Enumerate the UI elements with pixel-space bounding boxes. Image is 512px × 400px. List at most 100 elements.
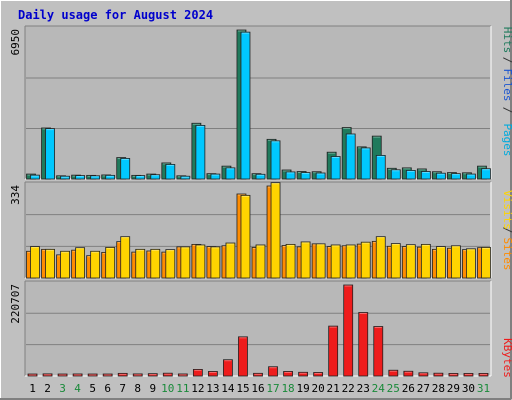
- y-max-label: 6950: [9, 29, 22, 56]
- bar-sites-day-22: [345, 244, 356, 279]
- bar-files-day-6: [105, 174, 116, 180]
- legend-kbytes-label: KBytes: [501, 338, 512, 378]
- day-label-19: 19: [296, 382, 309, 395]
- day-label-18: 18: [281, 382, 294, 395]
- bar-files-day-10: [165, 164, 176, 180]
- bar-files-day-29: [451, 173, 461, 180]
- bar-files-day-9: [150, 174, 161, 180]
- visits-sites-panel: 334: [9, 181, 492, 279]
- bar-files-day-13: [210, 173, 221, 180]
- day-label-21: 21: [327, 382, 340, 395]
- bar-sites-day-6: [105, 247, 116, 279]
- plot-area: [25, 26, 491, 179]
- y-max-label: 220707: [9, 284, 22, 324]
- bar-sites-day-8: [135, 248, 146, 279]
- bar-files-day-17: [270, 140, 281, 180]
- bar-files-day-8: [135, 175, 146, 180]
- legend-hits-files-pages: Pages / Files / Hits: [501, 27, 512, 157]
- bar-sites-day-3: [60, 250, 70, 279]
- day-label-25: 25: [387, 382, 400, 395]
- bar-files-day-11: [180, 175, 191, 180]
- bar-sites-day-26: [405, 244, 416, 279]
- bar-sites-day-20: [315, 243, 326, 279]
- bar-sites-day-2: [45, 248, 55, 279]
- bar-sites-day-4: [75, 247, 86, 279]
- legend-visits: Visits: [501, 190, 512, 230]
- bar-files-day-20: [315, 172, 326, 180]
- legend-sites: Sites: [501, 237, 512, 270]
- bar-files-day-3: [60, 175, 70, 180]
- legend-sep-2: /: [501, 57, 512, 64]
- legend-visits-sites: Sites / Visits: [501, 190, 512, 270]
- bar-kbytes-day-11: [177, 373, 188, 377]
- day-label-12: 12: [191, 382, 204, 395]
- bar-kbytes-day-7: [117, 372, 128, 377]
- bar-kbytes-day-24: [373, 326, 384, 377]
- day-label-5: 5: [89, 382, 96, 395]
- bar-sites-day-17: [270, 182, 281, 279]
- bar-sites-day-23: [360, 241, 371, 279]
- bar-kbytes-day-27: [418, 372, 429, 377]
- bar-sites-day-29: [451, 245, 461, 279]
- legend-sep-3: /: [501, 227, 512, 234]
- bar-files-day-14: [225, 167, 236, 180]
- bar-files-day-31: [481, 168, 491, 180]
- bar-sites-day-19: [300, 241, 311, 279]
- bar-files-day-23: [360, 147, 371, 180]
- bar-files-day-19: [300, 172, 311, 180]
- bar-sites-day-12: [195, 244, 206, 279]
- bar-sites-day-13: [210, 246, 221, 279]
- day-label-31: 31: [477, 382, 490, 395]
- bar-kbytes-day-13: [208, 371, 218, 377]
- bar-sites-day-28: [435, 246, 446, 279]
- day-label-14: 14: [221, 382, 235, 395]
- bar-kbytes-day-10: [162, 372, 173, 377]
- bar-sites-day-24: [375, 236, 386, 279]
- day-label-30: 30: [462, 382, 475, 395]
- bar-kbytes-day-3: [57, 373, 68, 377]
- day-label-3: 3: [59, 382, 66, 395]
- bar-files-day-7: [120, 158, 131, 180]
- bar-sites-day-15: [240, 194, 251, 279]
- bar-files-day-5: [90, 175, 101, 180]
- y-max-label: 334: [9, 185, 22, 205]
- bar-kbytes-day-15: [238, 336, 248, 377]
- day-label-17: 17: [266, 382, 279, 395]
- bar-kbytes-day-6: [102, 373, 113, 377]
- bar-sites-day-16: [255, 244, 266, 279]
- bar-files-day-28: [435, 172, 446, 180]
- bar-sites-day-5: [90, 250, 101, 279]
- bar-files-day-24: [375, 155, 386, 180]
- bar-kbytes-day-9: [147, 373, 158, 377]
- bar-kbytes-day-29: [448, 373, 459, 377]
- bar-kbytes-day-26: [403, 370, 414, 377]
- day-label-24: 24: [372, 382, 386, 395]
- bar-files-day-30: [466, 173, 476, 180]
- bar-kbytes-day-8: [132, 373, 143, 377]
- bar-files-day-12: [195, 125, 206, 180]
- bar-sites-day-21: [330, 244, 341, 279]
- bar-sites-day-27: [420, 243, 431, 279]
- day-label-6: 6: [104, 382, 111, 395]
- bar-sites-day-11: [180, 246, 191, 279]
- bar-kbytes-day-17: [268, 366, 278, 377]
- bar-kbytes-day-4: [72, 373, 83, 377]
- bar-files-day-21: [330, 156, 341, 180]
- day-label-10: 10: [161, 382, 174, 395]
- day-label-2: 2: [44, 382, 51, 395]
- day-label-13: 13: [206, 382, 219, 395]
- plot-area: [25, 281, 491, 376]
- bar-kbytes-day-25: [388, 369, 399, 377]
- legend-sep-1: /: [501, 107, 512, 114]
- bar-kbytes-day-23: [358, 312, 369, 377]
- bar-kbytes-day-16: [253, 372, 263, 377]
- bar-sites-day-18: [285, 243, 296, 279]
- bar-sites-day-9: [150, 248, 161, 279]
- legend-kbytes: KBytes: [501, 338, 512, 378]
- day-label-23: 23: [357, 382, 370, 395]
- day-label-20: 20: [312, 382, 325, 395]
- day-label-26: 26: [402, 382, 415, 395]
- bar-files-day-16: [255, 173, 266, 180]
- bar-files-day-15: [240, 31, 251, 180]
